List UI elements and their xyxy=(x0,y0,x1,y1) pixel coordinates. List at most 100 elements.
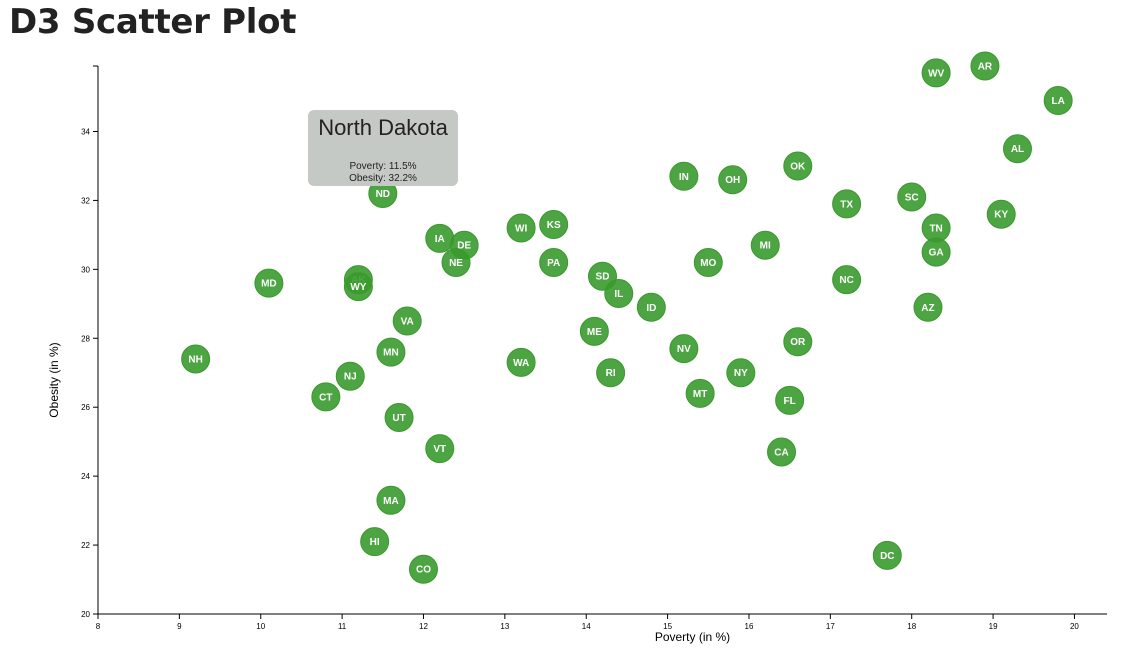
state-point[interactable]: KY xyxy=(986,199,1016,229)
state-point[interactable]: UT xyxy=(384,403,414,433)
state-point[interactable]: WV xyxy=(921,58,951,88)
state-point[interactable]: IA xyxy=(425,223,455,253)
state-marker[interactable] xyxy=(311,382,341,412)
state-marker[interactable] xyxy=(539,247,569,277)
state-point[interactable]: SC xyxy=(897,182,927,212)
state-marker[interactable] xyxy=(783,327,813,357)
state-point[interactable]: CT xyxy=(311,382,341,412)
state-abbr-label: WA xyxy=(513,358,529,369)
state-point[interactable]: NJ xyxy=(335,361,365,391)
state-abbr-label: MO xyxy=(700,258,716,269)
state-marker[interactable] xyxy=(376,337,406,367)
state-point[interactable]: TX xyxy=(832,189,862,219)
state-point[interactable]: LA xyxy=(1043,85,1073,115)
state-marker[interactable] xyxy=(775,385,805,415)
state-marker[interactable] xyxy=(579,316,609,346)
state-point[interactable]: RI xyxy=(596,358,626,388)
state-marker[interactable] xyxy=(506,213,536,243)
state-point[interactable]: FL xyxy=(775,385,805,415)
state-marker[interactable] xyxy=(669,334,699,364)
state-marker[interactable] xyxy=(872,540,902,570)
state-marker[interactable] xyxy=(343,272,373,302)
state-abbr-label: MD xyxy=(261,279,277,290)
state-point[interactable]: NE xyxy=(441,247,471,277)
state-point[interactable]: CO xyxy=(408,554,438,584)
state-marker[interactable] xyxy=(693,247,723,277)
state-point[interactable]: MN xyxy=(376,337,406,367)
state-point[interactable]: ND xyxy=(368,179,398,209)
state-point[interactable]: MD xyxy=(254,268,284,298)
state-point[interactable]: ME xyxy=(579,316,609,346)
state-abbr-label: PA xyxy=(547,258,560,269)
state-marker[interactable] xyxy=(335,361,365,391)
state-marker[interactable] xyxy=(718,165,748,195)
state-marker[interactable] xyxy=(986,199,1016,229)
state-marker[interactable] xyxy=(897,182,927,212)
state-marker[interactable] xyxy=(767,437,797,467)
state-marker[interactable] xyxy=(750,230,780,260)
state-marker[interactable] xyxy=(783,151,813,181)
state-point[interactable]: VA xyxy=(392,306,422,336)
state-abbr-label: NE xyxy=(449,258,463,269)
state-point[interactable]: MT xyxy=(685,378,715,408)
state-point[interactable]: GA xyxy=(921,237,951,267)
state-marker[interactable] xyxy=(596,358,626,388)
state-point[interactable]: AZ xyxy=(913,292,943,322)
state-point[interactable]: WA xyxy=(506,347,536,377)
state-marker[interactable] xyxy=(376,485,406,515)
state-point[interactable]: VT xyxy=(425,434,455,464)
state-point[interactable]: DC xyxy=(872,540,902,570)
state-point[interactable]: ID xyxy=(636,292,666,322)
state-marker[interactable] xyxy=(604,278,634,308)
y-axis-label: Obesity (in %) xyxy=(47,342,61,417)
state-point[interactable]: CA xyxy=(767,437,797,467)
state-marker[interactable] xyxy=(685,378,715,408)
state-marker[interactable] xyxy=(254,268,284,298)
state-marker[interactable] xyxy=(181,344,211,374)
state-marker[interactable] xyxy=(921,58,951,88)
state-point[interactable]: IN xyxy=(669,161,699,191)
state-marker[interactable] xyxy=(392,306,422,336)
state-marker[interactable] xyxy=(441,247,471,277)
x-tick-label: 14 xyxy=(582,622,591,631)
state-marker[interactable] xyxy=(384,403,414,433)
state-abbr-label: TX xyxy=(840,199,853,210)
state-point[interactable]: TN xyxy=(921,213,951,243)
state-marker[interactable] xyxy=(832,189,862,219)
state-point[interactable]: KS xyxy=(539,210,569,240)
state-point[interactable]: AL xyxy=(1002,134,1032,164)
state-abbr-label: MT xyxy=(693,389,707,400)
state-point[interactable]: IL xyxy=(604,278,634,308)
state-point[interactable]: AR xyxy=(970,51,1000,81)
state-marker[interactable] xyxy=(921,237,951,267)
state-marker[interactable] xyxy=(360,527,390,557)
state-marker[interactable] xyxy=(506,347,536,377)
state-marker[interactable] xyxy=(1043,85,1073,115)
state-marker[interactable] xyxy=(425,434,455,464)
state-point[interactable]: MO xyxy=(693,247,723,277)
state-point[interactable]: OK xyxy=(783,151,813,181)
state-point[interactable]: NV xyxy=(669,334,699,364)
x-tick-label: 9 xyxy=(177,622,182,631)
state-marker[interactable] xyxy=(832,265,862,295)
state-point[interactable]: HI xyxy=(360,527,390,557)
points-layer: WV AR LA AL OK IN OH ND SC TX KY KS WI TN IA DE MI GA NE PA… xyxy=(181,51,1073,584)
state-marker[interactable] xyxy=(726,358,756,388)
state-marker[interactable] xyxy=(636,292,666,322)
state-marker[interactable] xyxy=(970,51,1000,81)
state-point[interactable]: OH xyxy=(718,165,748,195)
state-point[interactable]: PA xyxy=(539,247,569,277)
state-marker[interactable] xyxy=(669,161,699,191)
state-point[interactable]: MA xyxy=(376,485,406,515)
state-marker[interactable] xyxy=(913,292,943,322)
state-marker[interactable] xyxy=(408,554,438,584)
state-point[interactable]: NC xyxy=(832,265,862,295)
state-point[interactable]: OR xyxy=(783,327,813,357)
state-point[interactable]: MI xyxy=(750,230,780,260)
state-marker[interactable] xyxy=(539,210,569,240)
state-marker[interactable] xyxy=(1002,134,1032,164)
state-point[interactable]: WI xyxy=(506,213,536,243)
state-point[interactable]: NY xyxy=(726,358,756,388)
state-point[interactable]: NH xyxy=(181,344,211,374)
state-point[interactable]: WY xyxy=(343,272,373,302)
